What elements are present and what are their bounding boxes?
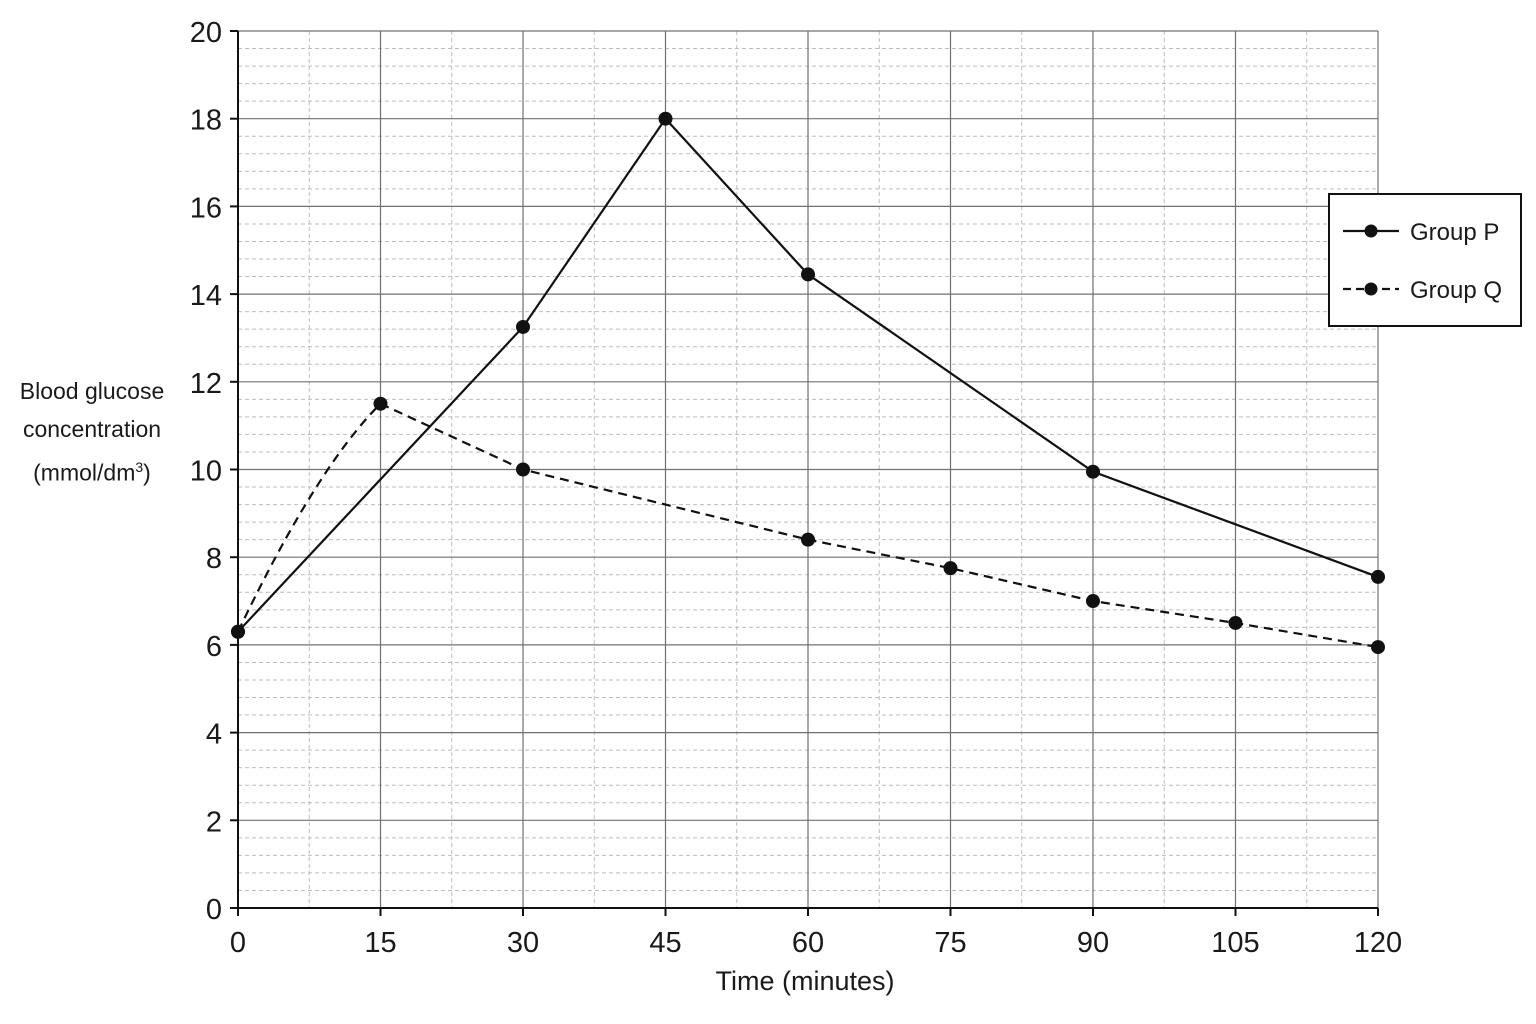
series-group-p-point (801, 267, 815, 282)
y-tick-label: 16 (190, 192, 222, 224)
series-group-q-point (801, 532, 815, 547)
series-group-p-line (237, 116, 1379, 633)
series-lines (231, 111, 1385, 655)
series-group-q-line (237, 402, 1379, 649)
y-tick-label: 0 (206, 894, 222, 926)
series-group-p-point (1371, 569, 1385, 584)
legend-box (1328, 193, 1522, 327)
x-tick-label: 90 (1077, 927, 1109, 959)
y-tick-label: 4 (206, 719, 222, 751)
y-tick-label: 10 (190, 456, 222, 488)
legend-group-p-label: Group P (1410, 219, 1499, 246)
series-group-q-point (1371, 640, 1385, 655)
legend-group-q-marker (1364, 282, 1378, 296)
y-tick-label: 2 (206, 806, 222, 838)
x-axis-label: Time (minutes) (715, 966, 895, 996)
x-tick-label: 15 (364, 927, 396, 959)
series-group-q-point (1228, 615, 1243, 630)
legend-group-q-label: Group Q (1410, 277, 1502, 304)
legend-group-p-marker (1364, 224, 1378, 238)
series-group-p-point (516, 319, 530, 334)
x-tick-label: 75 (934, 927, 966, 959)
axes (230, 30, 1379, 916)
series-group-q-point (231, 624, 245, 639)
major-grid (237, 30, 1379, 909)
x-tick-label: 45 (649, 927, 681, 959)
series-group-q-point (516, 462, 530, 477)
y-axis-label-unit: (mmol/dm (33, 459, 136, 486)
y-axis-label-line-2: concentration (22, 416, 162, 442)
y-axis-label: Blood glucose concentration (mmol/dm3) (4, 372, 180, 492)
y-tick-label: 12 (190, 368, 222, 400)
legend: Group P Group Q (1328, 193, 1522, 327)
x-tick-label: 30 (507, 927, 539, 959)
y-tick-label: 8 (206, 543, 222, 575)
y-tick-label: 20 (190, 17, 222, 49)
series-group-q-point (1086, 594, 1100, 609)
y-axis-label-line-3: (mmol/dm3) (4, 448, 180, 492)
series-group-q-point (373, 396, 388, 411)
y-axis-label-unit-superscript: 3 (135, 459, 144, 475)
y-tick-label: 6 (206, 631, 222, 663)
series-group-p-point (1086, 464, 1100, 479)
y-axis-label-line-1: Blood glucose (19, 378, 165, 404)
y-axis-label-close: ) (143, 459, 151, 486)
y-tick-label: 14 (190, 280, 222, 312)
x-tick-label: 0 (230, 927, 246, 959)
series-group-p-point (658, 111, 673, 126)
x-tick-label: 60 (792, 927, 824, 959)
x-tick-label: 120 (1354, 927, 1402, 959)
x-tick-label: 105 (1211, 927, 1259, 959)
series-group-q-point (943, 561, 958, 576)
tick-labels: 0 2 4 6 8 10 12 14 16 18 20 0 15 30 45 60 75 90 105 120 (190, 17, 1402, 959)
y-tick-label: 18 (190, 105, 222, 137)
